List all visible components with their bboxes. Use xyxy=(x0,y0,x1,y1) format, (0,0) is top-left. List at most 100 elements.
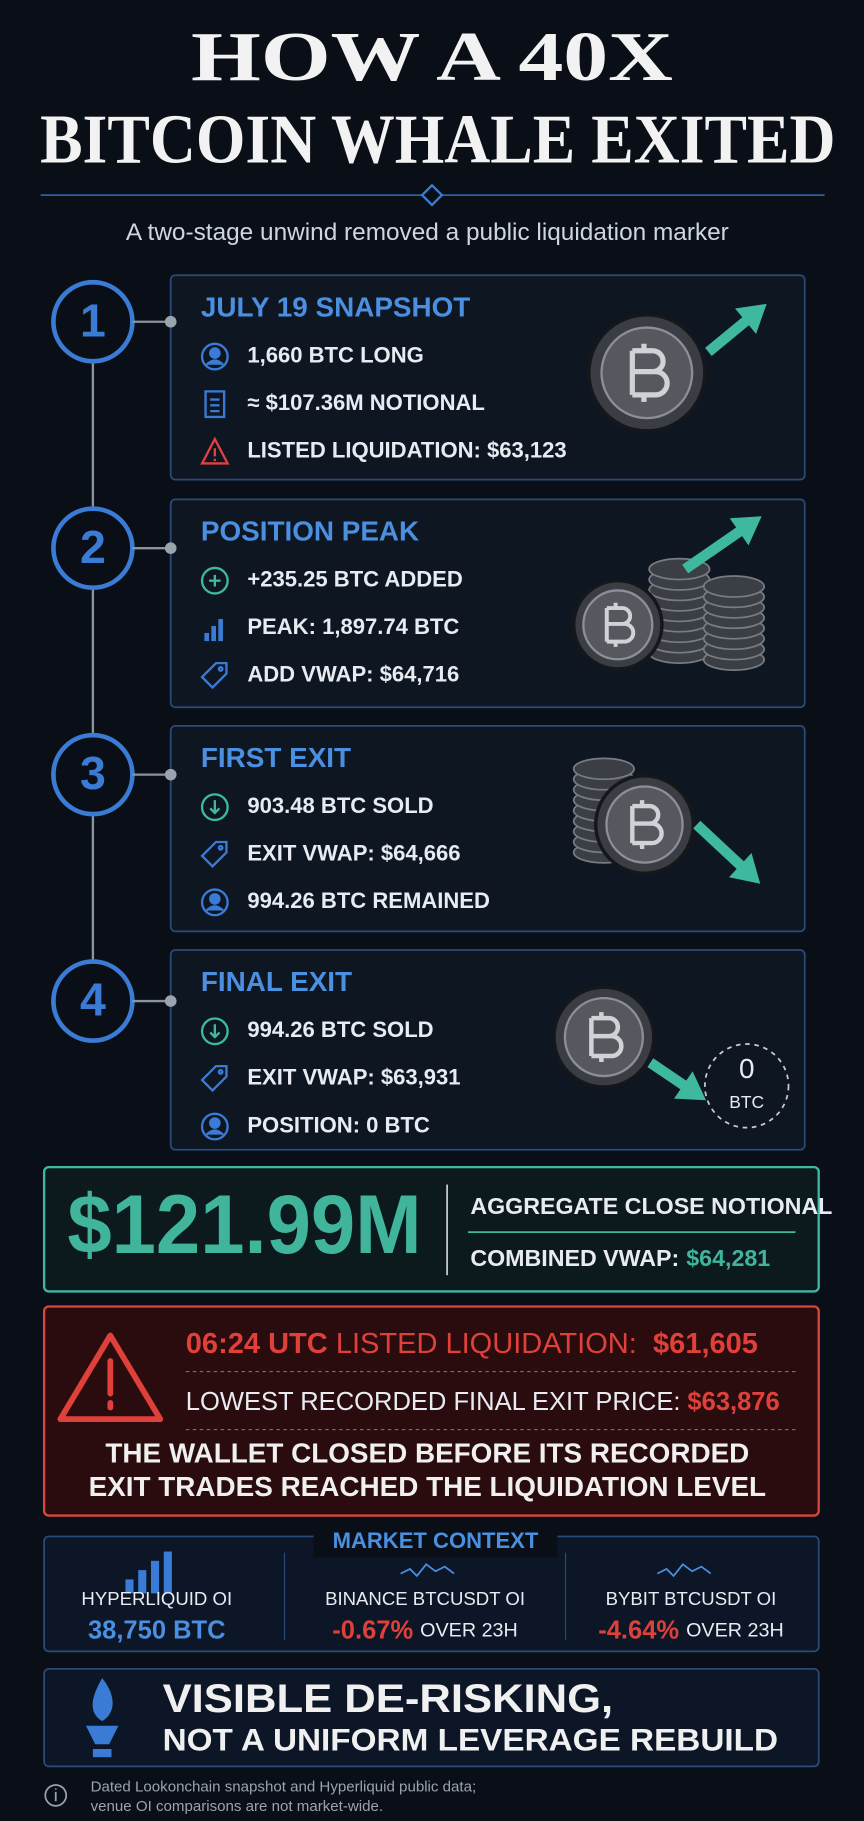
item-icon xyxy=(200,1112,229,1141)
step-title: POSITION PEAK xyxy=(201,515,419,546)
title: HOW A 40X xyxy=(191,19,673,96)
icon-part xyxy=(204,632,210,642)
info-icon xyxy=(44,1784,68,1807)
market-value: -0.67% xyxy=(332,1616,413,1644)
conclusion-card xyxy=(43,1667,820,1768)
item-icon xyxy=(204,619,223,642)
sparkline xyxy=(656,1563,712,1578)
item-icon xyxy=(204,390,226,419)
item-icon xyxy=(200,793,229,822)
step-item: 994.26 BTC SOLD xyxy=(247,1017,433,1042)
item-icon xyxy=(200,1064,228,1093)
step-number: 4 xyxy=(80,974,106,1026)
coin-symbol xyxy=(589,1012,624,1063)
alert-label: LISTED LIQUIDATION: xyxy=(336,1327,637,1359)
connector-dot xyxy=(164,542,177,554)
icon-part xyxy=(211,625,216,642)
icon-part xyxy=(209,800,221,815)
icon-part xyxy=(217,844,224,851)
step-item: 994.26 BTC REMAINED xyxy=(247,888,490,913)
summary-amount: $121.99M xyxy=(67,1177,421,1271)
market-icon xyxy=(138,1570,147,1594)
icon-part xyxy=(200,436,230,465)
market-value-line: -4.64% OVER 23H xyxy=(598,1616,783,1644)
coin-symbol xyxy=(604,602,636,647)
item-icon xyxy=(200,1017,229,1046)
icon-part xyxy=(209,893,221,905)
icon-part xyxy=(217,666,224,672)
icon-part xyxy=(200,840,228,869)
alert-card xyxy=(42,1305,820,1517)
step-item: +235.25 BTC ADDED xyxy=(247,567,462,592)
sparkline xyxy=(400,1563,455,1578)
trend-arrow-head xyxy=(729,516,762,546)
divider-diamond xyxy=(420,183,444,207)
alert-message: EXIT TRADES REACHED THE LIQUIDATION LEVE… xyxy=(89,1471,766,1502)
alert-line: LOWEST RECORDED FINAL EXIT PRICE: $63,876 xyxy=(186,1388,780,1416)
icon-part xyxy=(200,888,229,917)
coin-symbol xyxy=(629,343,670,402)
step-title: FINAL EXIT xyxy=(201,966,352,997)
coin-stack xyxy=(702,575,766,598)
trend-arrow-head xyxy=(674,1071,706,1101)
market-title-bg xyxy=(313,1527,558,1558)
icon-part xyxy=(204,390,226,419)
summary-vwap-line: COMBINED VWAP: $64,281 xyxy=(470,1245,770,1271)
icon-part xyxy=(200,793,229,822)
step-item: EXIT VWAP: $64,666 xyxy=(247,841,460,866)
market-suffix: OVER 23H xyxy=(420,1620,518,1642)
subtitle: A two-stage unwind removed a public liqu… xyxy=(126,219,729,246)
item-icon xyxy=(200,888,229,917)
step-item: LISTED LIQUIDATION: $63,123 xyxy=(247,438,566,463)
step-item: PEAK: 1,897.74 BTC xyxy=(247,614,459,639)
icon-part xyxy=(200,1112,229,1141)
step-item: 1,660 BTC LONG xyxy=(247,342,423,367)
trend-arrow-head xyxy=(735,303,767,334)
icon-part xyxy=(200,566,229,595)
icon-part xyxy=(217,1069,224,1075)
footer: venue OI comparisons are not market-wide… xyxy=(91,1798,383,1815)
coin-symbol xyxy=(630,800,664,849)
step-item: EXIT VWAP: $63,931 xyxy=(247,1065,460,1090)
step-title: JULY 19 SNAPSHOT xyxy=(201,291,470,322)
summary-label: AGGREGATE CLOSE NOTIONAL xyxy=(470,1193,832,1219)
alert-price: $61,605 xyxy=(653,1327,758,1359)
vwap-label: COMBINED VWAP: xyxy=(470,1245,679,1271)
step-number: 2 xyxy=(80,521,106,573)
torch-body xyxy=(85,1725,119,1758)
item-icon xyxy=(200,661,228,690)
step-item: 903.48 BTC SOLD xyxy=(247,793,433,818)
vwap-value: $64,281 xyxy=(686,1245,770,1271)
connector-dot xyxy=(164,768,177,781)
step-item: ADD VWAP: $64,716 xyxy=(247,662,459,687)
item-icon xyxy=(200,840,228,869)
trend-arrow-head xyxy=(728,853,761,884)
icon-part xyxy=(200,1017,229,1046)
step-title: FIRST EXIT xyxy=(201,742,351,773)
icon-part xyxy=(200,1064,228,1093)
alert-time: 06:24 UTC xyxy=(186,1327,328,1359)
icon-part xyxy=(209,1117,221,1129)
footer: Dated Lookonchain snapshot and Hyperliqu… xyxy=(91,1778,477,1795)
lowest-label: LOWEST RECORDED FINAL EXIT PRICE: xyxy=(186,1388,681,1416)
market-value: -4.64% xyxy=(598,1616,679,1644)
market-label: BINANCE BTCUSDT OI xyxy=(325,1588,525,1609)
market-value: 38,750 BTC xyxy=(88,1616,226,1644)
icon-part xyxy=(205,359,224,366)
icon-part xyxy=(209,574,221,587)
market-label: BYBIT BTCUSDT OI xyxy=(606,1588,777,1609)
summary-card xyxy=(42,1165,820,1293)
icon-part xyxy=(210,398,220,413)
step-number: 1 xyxy=(80,294,106,346)
conclusion: NOT A UNIFORM LEVERAGE REBUILD xyxy=(163,1722,778,1757)
badge-unit: BTC xyxy=(729,1092,764,1112)
step-card xyxy=(169,949,806,1151)
icon-part xyxy=(205,905,224,912)
icon-part xyxy=(218,619,223,642)
connector-dot xyxy=(164,995,177,1007)
alert-icon xyxy=(57,1332,164,1423)
market-suffix: OVER 23H xyxy=(686,1620,784,1642)
trend-arrow xyxy=(682,520,753,574)
